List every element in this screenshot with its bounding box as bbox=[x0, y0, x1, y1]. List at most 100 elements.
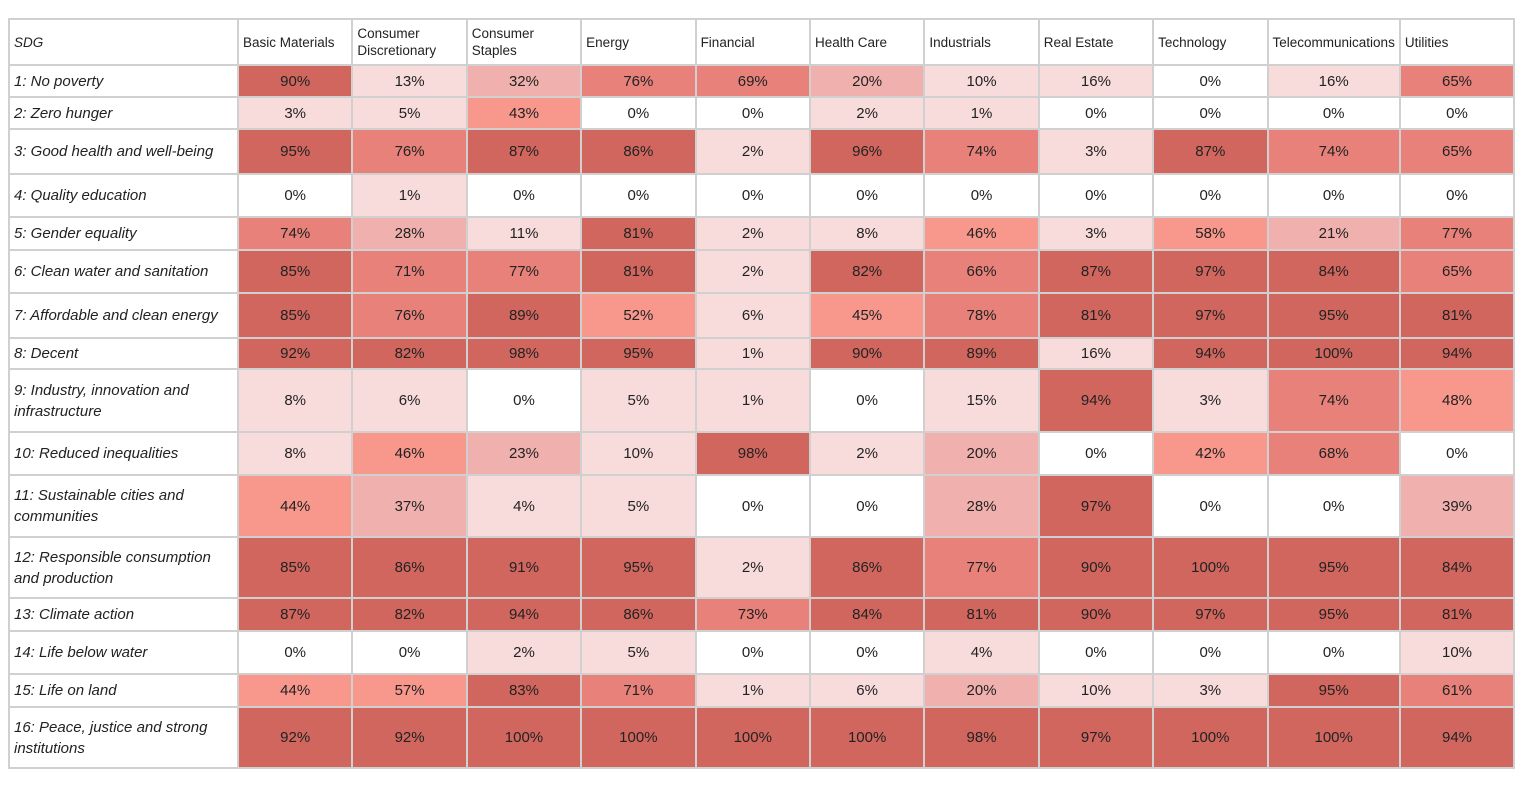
cell: 5% bbox=[580, 368, 697, 433]
cell: 65% bbox=[1398, 249, 1516, 294]
cell: 6% bbox=[351, 368, 468, 433]
cell: 45% bbox=[808, 292, 926, 339]
cell: 43% bbox=[465, 96, 583, 130]
cell: 12: Responsible consumption and producti… bbox=[8, 536, 239, 599]
cell: 16% bbox=[1266, 64, 1401, 98]
cell: 82% bbox=[808, 249, 926, 294]
cell: 0% bbox=[1037, 630, 1155, 675]
cell: 68% bbox=[1266, 431, 1401, 476]
cell: 77% bbox=[923, 536, 1040, 599]
row: 10: Reduced inequalities 8% 46% 23% 10% 98% 2%… bbox=[8, 431, 1516, 476]
cell: Real Estate bbox=[1037, 18, 1155, 66]
cell: 0% bbox=[808, 474, 926, 538]
cell: 61% bbox=[1398, 673, 1516, 708]
cell: 11: Sustainable cities and communities bbox=[8, 474, 239, 538]
cell: 96% bbox=[808, 128, 926, 175]
row: 1: No poverty 90% 13% 32% 76% 69% 20% 10% 16% 0% 1… bbox=[8, 64, 1516, 98]
cell: 0% bbox=[1152, 64, 1269, 98]
cell: 95% bbox=[1266, 673, 1401, 708]
row: 16: Peace, justice and strong institutio… bbox=[8, 706, 1516, 769]
cell: 1% bbox=[694, 673, 811, 708]
row: 6: Clean water and sanitation 85% 71% 77% 81… bbox=[8, 249, 1516, 294]
cell: 81% bbox=[923, 597, 1040, 632]
cell: 100% bbox=[1152, 706, 1269, 769]
cell: 0% bbox=[1398, 431, 1516, 476]
cell: 5: Gender equality bbox=[8, 216, 239, 251]
cell: 46% bbox=[351, 431, 468, 476]
cell: 0% bbox=[1266, 630, 1401, 675]
cell: 94% bbox=[1152, 337, 1269, 370]
cell: 48% bbox=[1398, 368, 1516, 433]
row: 9: Industry, innovation and infrastructu… bbox=[8, 368, 1516, 433]
cell: 0% bbox=[923, 173, 1040, 218]
cell: 95% bbox=[580, 337, 697, 370]
header-row: SDG Basic Materials Consumer Discretionary… bbox=[8, 18, 1516, 66]
cell: 97% bbox=[1037, 706, 1155, 769]
cell: 8% bbox=[808, 216, 926, 251]
cell: 98% bbox=[465, 337, 583, 370]
cell: 0% bbox=[1037, 173, 1155, 218]
cell: 98% bbox=[694, 431, 811, 476]
cell: 81% bbox=[580, 216, 697, 251]
cell: 10% bbox=[580, 431, 697, 476]
cell: 86% bbox=[580, 597, 697, 632]
cell: 81% bbox=[1398, 292, 1516, 339]
cell: 91% bbox=[465, 536, 583, 599]
cell: 0% bbox=[1037, 431, 1155, 476]
cell: 77% bbox=[465, 249, 583, 294]
cell: 87% bbox=[1152, 128, 1269, 175]
cell: 20% bbox=[923, 431, 1040, 476]
cell: 14: Life below water bbox=[8, 630, 239, 675]
cell: 74% bbox=[236, 216, 354, 251]
cell: 100% bbox=[1266, 337, 1401, 370]
cell: 28% bbox=[923, 474, 1040, 538]
cell: 57% bbox=[351, 673, 468, 708]
cell: 13: Climate action bbox=[8, 597, 239, 632]
cell: 5% bbox=[351, 96, 468, 130]
cell: 97% bbox=[1037, 474, 1155, 538]
cell: 16% bbox=[1037, 64, 1155, 98]
cell: 82% bbox=[351, 597, 468, 632]
cell: 0% bbox=[1152, 96, 1269, 130]
cell: 0% bbox=[1398, 173, 1516, 218]
row: 14: Life below water 0% 0% 2% 5% 0% 0% 4% 0% 0% 0%… bbox=[8, 630, 1516, 675]
cell: 84% bbox=[1266, 249, 1401, 294]
cell: 90% bbox=[1037, 536, 1155, 599]
cell: 0% bbox=[1037, 96, 1155, 130]
cell: 2% bbox=[694, 216, 811, 251]
cell: 94% bbox=[1037, 368, 1155, 433]
cell: 1% bbox=[694, 337, 811, 370]
cell: 44% bbox=[236, 673, 354, 708]
cell: 7: Affordable and clean energy bbox=[8, 292, 239, 339]
row: 2: Zero hunger 3% 5% 43% 0% 0% 2% 1% 0% 0% 0% 0% bbox=[8, 96, 1516, 130]
cell: 0% bbox=[1152, 474, 1269, 538]
row: 7: Affordable and clean energy 85% 76% 89% 5… bbox=[8, 292, 1516, 339]
cell: 0% bbox=[580, 96, 697, 130]
cell: 21% bbox=[1266, 216, 1401, 251]
cell: 1: No poverty bbox=[8, 64, 239, 98]
cell: 97% bbox=[1152, 249, 1269, 294]
cell: 100% bbox=[808, 706, 926, 769]
cell: 85% bbox=[236, 249, 354, 294]
cell: 76% bbox=[580, 64, 697, 98]
cell: 3: Good health and well-being bbox=[8, 128, 239, 175]
cell: 74% bbox=[1266, 128, 1401, 175]
cell: 58% bbox=[1152, 216, 1269, 251]
cell: 0% bbox=[351, 630, 468, 675]
cell: 95% bbox=[1266, 292, 1401, 339]
cell: 16: Peace, justice and strong institutio… bbox=[8, 706, 239, 769]
row: 15: Life on land 44% 57% 83% 71% 1% 6% 20% 10% 3%… bbox=[8, 673, 1516, 708]
cell: 0% bbox=[1266, 96, 1401, 130]
cell: 15% bbox=[923, 368, 1040, 433]
cell: 84% bbox=[808, 597, 926, 632]
cell: 0% bbox=[694, 630, 811, 675]
cell: 81% bbox=[1037, 292, 1155, 339]
cell: 6% bbox=[694, 292, 811, 339]
cell: 0% bbox=[1266, 474, 1401, 538]
cell: 65% bbox=[1398, 64, 1516, 98]
cell: 81% bbox=[580, 249, 697, 294]
cell: Utilities bbox=[1398, 18, 1516, 66]
cell: 81% bbox=[1398, 597, 1516, 632]
cell: 69% bbox=[694, 64, 811, 98]
